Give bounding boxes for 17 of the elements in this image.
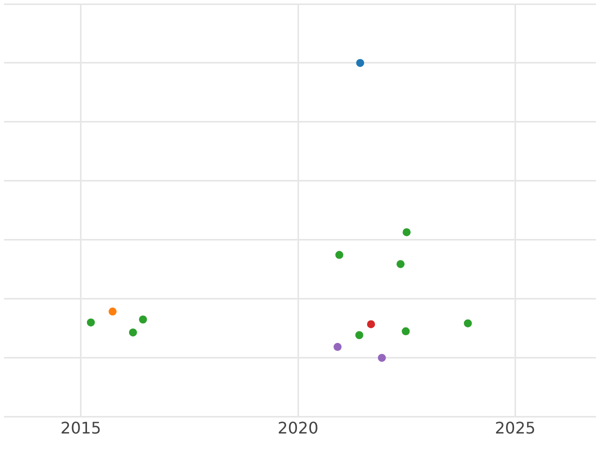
x-tick-label: 2020 bbox=[278, 418, 318, 438]
point bbox=[367, 320, 376, 328]
point bbox=[355, 331, 364, 340]
point bbox=[129, 328, 137, 336]
x-tick-label: 2015 bbox=[60, 418, 102, 438]
point bbox=[108, 308, 117, 316]
x-tick-label: 2025 bbox=[494, 418, 536, 438]
point bbox=[356, 58, 364, 67]
point bbox=[402, 327, 410, 336]
point bbox=[335, 250, 344, 259]
point bbox=[402, 228, 411, 236]
point bbox=[396, 260, 405, 268]
point bbox=[464, 319, 472, 328]
point bbox=[334, 342, 342, 351]
point bbox=[378, 354, 386, 362]
point bbox=[138, 315, 147, 324]
point bbox=[86, 318, 95, 326]
